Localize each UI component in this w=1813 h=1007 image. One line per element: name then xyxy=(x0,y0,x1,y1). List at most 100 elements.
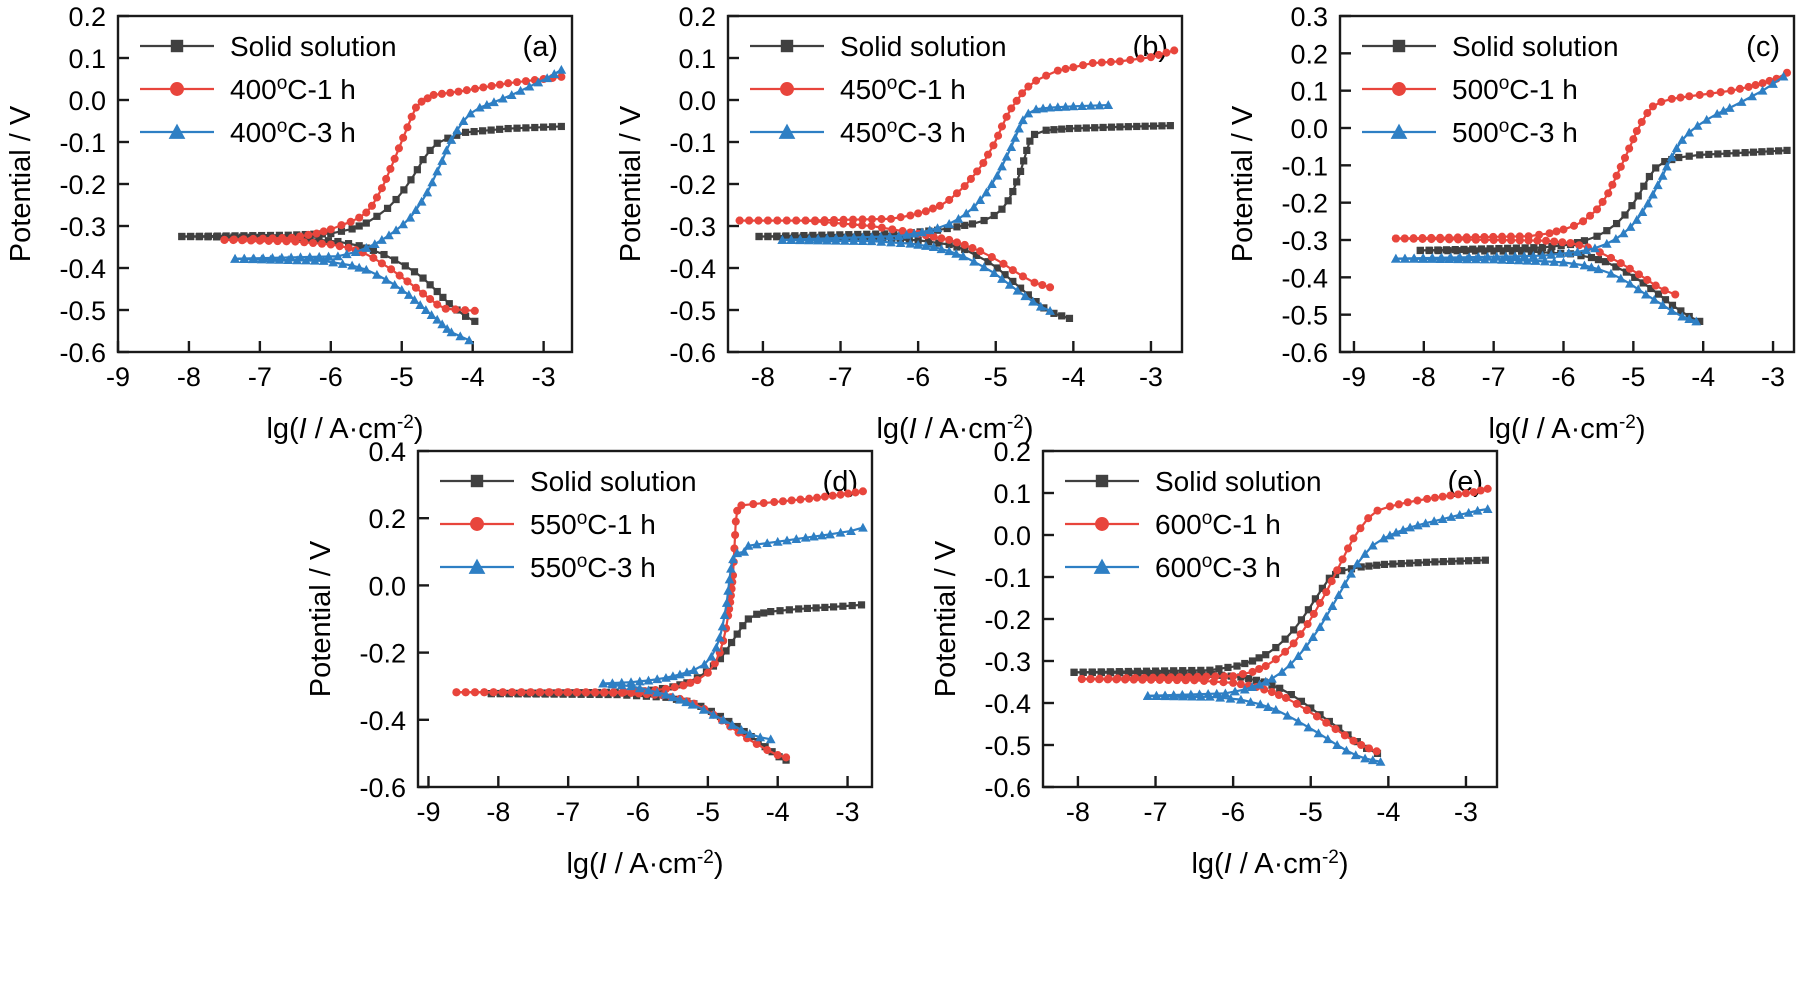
data-point-marker xyxy=(699,659,710,669)
data-point-marker xyxy=(1643,198,1653,208)
data-point-marker xyxy=(1248,667,1257,676)
data-point-marker xyxy=(432,314,443,324)
data-point-marker xyxy=(1158,122,1166,130)
data-point-marker xyxy=(398,219,409,229)
data-point-marker xyxy=(1444,233,1453,242)
data-point-marker xyxy=(1744,82,1753,91)
data-point-marker xyxy=(905,238,916,248)
data-point-marker xyxy=(1349,736,1358,745)
data-point-marker xyxy=(323,251,334,261)
legend-label: 550oC-1 h xyxy=(530,508,656,540)
data-point-marker xyxy=(987,253,996,262)
data-point-marker xyxy=(1297,697,1306,705)
data-point-marker xyxy=(382,174,391,183)
data-point-marker xyxy=(1495,244,1503,253)
data-point-marker xyxy=(504,79,513,88)
data-point-marker xyxy=(1676,93,1685,102)
panel-label: (a) xyxy=(523,31,558,63)
data-point-marker xyxy=(1239,684,1250,694)
data-point-marker xyxy=(1211,672,1220,681)
data-point-marker xyxy=(1625,264,1634,273)
data-point-marker xyxy=(1094,100,1105,110)
data-point-marker xyxy=(410,268,419,276)
y-tick-label: -0.4 xyxy=(984,689,1031,719)
data-point-marker xyxy=(1375,756,1386,766)
data-point-marker xyxy=(652,674,663,684)
data-point-marker xyxy=(426,310,437,320)
data-point-marker xyxy=(935,201,944,210)
series-1 xyxy=(452,487,867,762)
data-point-marker xyxy=(1757,85,1768,95)
series-0 xyxy=(487,601,866,764)
data-point-marker xyxy=(517,688,526,697)
data-point-marker xyxy=(1521,244,1529,252)
data-point-marker xyxy=(749,500,758,509)
data-point-marker xyxy=(1131,673,1140,683)
data-point-marker xyxy=(383,204,392,212)
x-tick-label: -3 xyxy=(1454,797,1478,827)
data-point-marker xyxy=(1270,704,1281,714)
data-point-marker xyxy=(1166,673,1175,682)
y-tick-label: -0.4 xyxy=(359,706,406,736)
data-point-marker xyxy=(548,123,557,131)
data-point-marker xyxy=(1184,672,1193,682)
data-point-marker xyxy=(1579,260,1590,270)
data-point-marker xyxy=(1133,122,1141,131)
data-point-marker xyxy=(1012,96,1021,105)
data-point-marker xyxy=(786,234,797,244)
legend-marker xyxy=(470,517,484,531)
data-point-marker xyxy=(1315,622,1325,631)
data-point-marker xyxy=(795,234,806,244)
data-point-marker xyxy=(444,134,452,142)
data-point-marker xyxy=(1527,248,1535,256)
data-point-marker xyxy=(1448,557,1456,565)
data-point-marker xyxy=(411,283,420,292)
data-point-marker xyxy=(465,108,476,118)
data-point-marker xyxy=(1631,273,1639,281)
data-point-marker xyxy=(495,80,504,89)
data-point-marker xyxy=(1327,577,1336,586)
data-point-marker xyxy=(661,684,670,693)
data-point-marker xyxy=(1535,230,1544,239)
legend-marker xyxy=(468,558,486,574)
data-point-marker xyxy=(727,719,738,729)
x-tick-label: -7 xyxy=(1144,797,1168,827)
data-point-marker xyxy=(863,230,871,238)
data-point-marker xyxy=(1400,234,1409,243)
data-point-marker xyxy=(1712,108,1723,118)
legend-label: 450oC-1 h xyxy=(840,73,966,105)
data-point-marker xyxy=(1660,286,1669,295)
data-point-marker xyxy=(204,232,213,240)
data-point-marker xyxy=(1552,227,1561,236)
data-point-marker xyxy=(787,496,796,505)
x-tick-label: -5 xyxy=(1299,797,1323,827)
data-point-marker xyxy=(1277,667,1287,676)
data-point-marker xyxy=(1637,207,1648,216)
data-point-marker xyxy=(1357,740,1366,750)
y-tick-label: -0.5 xyxy=(59,296,106,326)
data-point-marker xyxy=(1116,123,1124,131)
data-point-marker xyxy=(1230,686,1240,696)
legend-label: 500oC-1 h xyxy=(1452,73,1578,105)
data-point-marker xyxy=(998,205,1006,213)
data-point-marker xyxy=(1296,630,1305,639)
data-point-marker xyxy=(403,277,412,286)
data-point-marker xyxy=(1403,498,1412,507)
data-point-marker xyxy=(1558,238,1567,247)
data-point-marker xyxy=(347,260,357,270)
panel-b: -8 -7 -6 -5 -4 -3 -0.6 -0.5 -0.4 -0.3 -0.2 -0.1 0.0 0… xyxy=(610,0,1200,445)
data-point-marker xyxy=(470,306,479,315)
data-point-marker xyxy=(952,238,961,247)
data-point-marker xyxy=(1203,689,1213,698)
data-point-marker xyxy=(1662,161,1672,171)
series-1 xyxy=(220,72,566,315)
y-tick-label: -0.6 xyxy=(669,338,716,368)
legend-marker xyxy=(470,474,484,488)
legend-label: Solid solution xyxy=(530,466,697,497)
data-point-marker xyxy=(906,211,915,220)
data-point-marker xyxy=(1023,146,1031,154)
data-point-marker xyxy=(1170,46,1179,55)
data-point-marker xyxy=(1079,61,1088,70)
data-point-marker xyxy=(1483,484,1492,493)
